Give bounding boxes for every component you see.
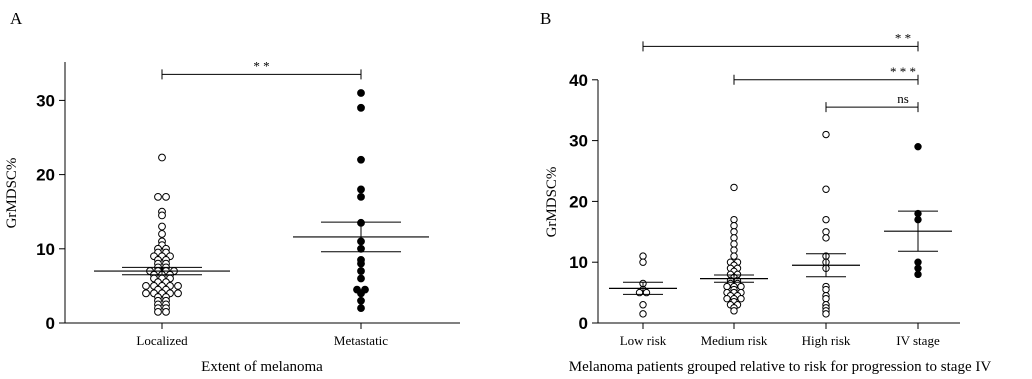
data-point	[639, 301, 647, 309]
panel-a-label: A	[10, 9, 23, 28]
panel-a-y-axis-title: GrMDSC%	[4, 158, 20, 229]
data-point	[158, 222, 166, 231]
data-point	[357, 267, 365, 275]
data-point	[914, 264, 922, 272]
x-tick-label: High risk	[802, 333, 851, 348]
significance-label: * *	[895, 30, 911, 45]
data-point	[914, 258, 922, 266]
data-point	[737, 294, 745, 303]
data-point	[158, 211, 166, 220]
data-point	[822, 215, 830, 224]
data-point	[357, 155, 365, 164]
panel-a-y-ticks: 0 10 20 30	[36, 91, 65, 333]
data-point	[639, 310, 647, 318]
data-point	[357, 296, 365, 305]
panel-b-x-axis-title: Melanoma patients grouped relative to ri…	[569, 359, 992, 375]
data-point	[174, 289, 182, 298]
x-tick-label: Medium risk	[701, 333, 768, 348]
panel-b-label: B	[540, 9, 551, 28]
data-point	[357, 103, 365, 112]
data-point	[158, 153, 166, 162]
data-point	[142, 289, 150, 298]
data-point	[723, 282, 731, 291]
data-point	[357, 289, 365, 298]
data-point	[730, 307, 738, 315]
significance-label: * *	[253, 58, 269, 73]
data-point	[730, 215, 738, 224]
data-point	[357, 185, 365, 194]
data-point	[822, 234, 830, 242]
panel-b-y-axis-title: GrMDSC%	[544, 167, 560, 238]
y-tick-label: 0	[579, 314, 588, 333]
data-point	[730, 183, 738, 192]
data-point	[639, 252, 647, 260]
data-point	[357, 274, 365, 283]
data-point	[730, 228, 738, 236]
data-point	[154, 307, 162, 316]
panel-a: A 0 10 20 30 Localized Metastatic GrMDSC% Ex…	[4, 9, 460, 375]
data-point	[158, 230, 166, 238]
y-tick-label: 20	[36, 166, 55, 185]
panel-b-x-ticks: Low risk Medium risk High risk IV stage	[620, 323, 940, 348]
data-point	[822, 228, 830, 236]
panel-b: B 0 10 20 30 40 Low risk Medium risk High risk…	[540, 9, 991, 375]
data-point	[737, 282, 745, 291]
data-point	[639, 258, 647, 266]
y-tick-label: 10	[36, 240, 55, 259]
data-point	[162, 307, 170, 316]
data-point	[357, 259, 365, 268]
panel-a-x-ticks: Localized Metastatic	[136, 323, 388, 348]
y-tick-label: 30	[36, 91, 55, 110]
y-tick-label: 0	[46, 314, 55, 333]
data-point	[822, 294, 830, 303]
x-tick-label: Localized	[136, 333, 188, 348]
y-tick-label: 10	[569, 253, 588, 272]
data-point	[822, 130, 830, 139]
data-point	[730, 246, 738, 254]
panel-a-marks: * *	[94, 58, 429, 316]
data-point	[730, 252, 738, 260]
data-point	[822, 310, 830, 318]
data-point	[357, 304, 365, 313]
data-point	[730, 222, 738, 230]
data-point	[822, 185, 830, 193]
significance-label: * * *	[890, 64, 916, 79]
data-point	[357, 89, 365, 97]
y-tick-label: 20	[569, 192, 588, 211]
data-point	[723, 294, 731, 303]
y-tick-label: 30	[569, 132, 588, 151]
panel-b-y-ticks: 0 10 20 30 40	[569, 71, 598, 333]
panel-a-x-axis-title: Extent of melanoma	[201, 359, 323, 375]
data-point	[822, 285, 830, 294]
x-tick-label: IV stage	[896, 333, 940, 348]
x-tick-label: Metastatic	[334, 333, 388, 348]
data-point	[154, 192, 162, 201]
data-point	[357, 192, 365, 201]
panel-b-marks: * * * * * ns	[609, 30, 952, 318]
x-tick-label: Low risk	[620, 333, 667, 348]
data-point	[914, 142, 922, 151]
data-point	[142, 282, 150, 290]
significance-label: ns	[897, 91, 909, 106]
data-point	[162, 192, 170, 201]
y-tick-label: 40	[569, 71, 588, 90]
data-point	[730, 234, 738, 242]
data-point	[174, 282, 182, 290]
data-point	[730, 240, 738, 248]
data-point	[914, 270, 922, 279]
